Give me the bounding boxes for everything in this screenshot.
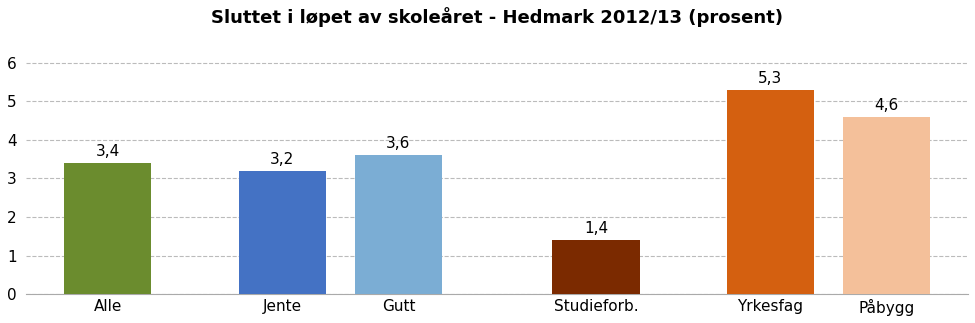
Text: 1,4: 1,4 — [584, 221, 608, 236]
Text: 3,2: 3,2 — [270, 152, 294, 167]
Bar — [553, 240, 640, 294]
Text: 4,6: 4,6 — [875, 98, 899, 113]
Bar — [239, 171, 326, 294]
Bar — [64, 163, 151, 294]
Title: Sluttet i løpet av skoleåret - Hedmark 2012/13 (prosent): Sluttet i løpet av skoleåret - Hedmark 2… — [212, 7, 783, 27]
Text: 3,4: 3,4 — [96, 144, 120, 159]
Bar — [355, 155, 442, 294]
Text: 3,6: 3,6 — [386, 136, 410, 151]
Text: 5,3: 5,3 — [759, 71, 783, 86]
Bar — [726, 90, 814, 294]
Bar — [843, 117, 930, 294]
